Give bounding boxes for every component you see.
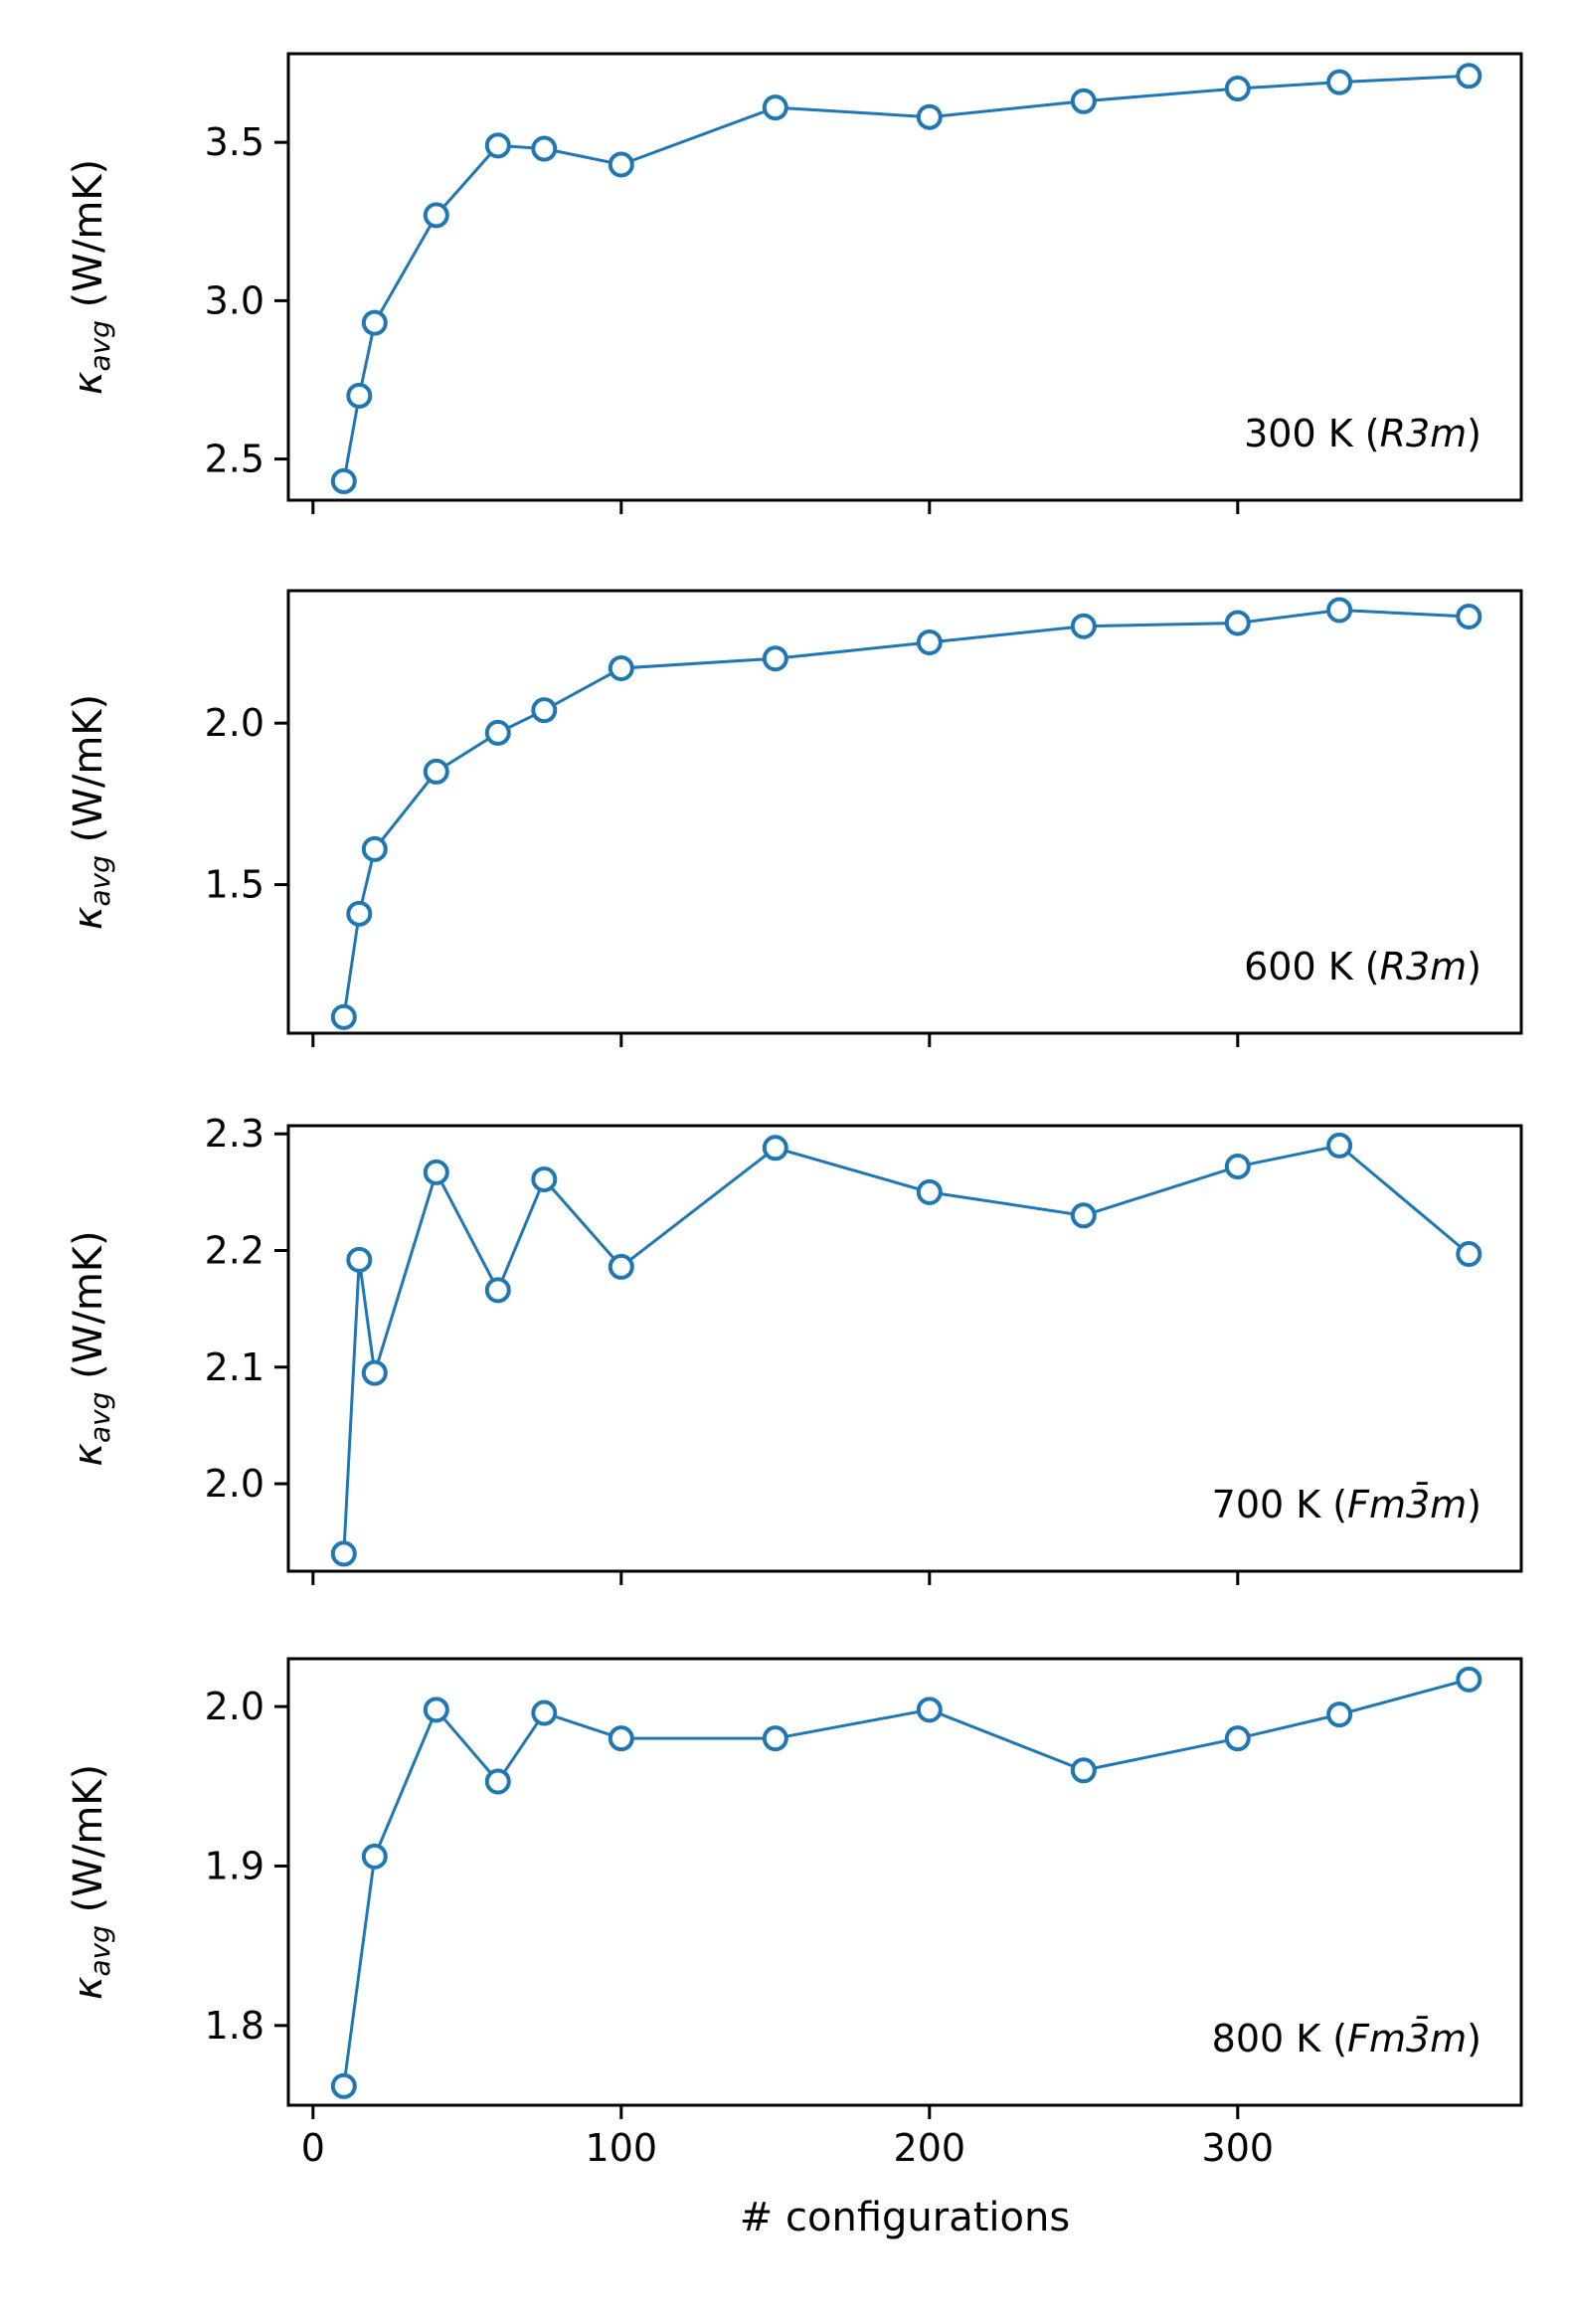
data-point [361,1843,388,1870]
data-point [423,202,449,229]
data-point [608,654,634,681]
y-tick-label: 3.5 [205,120,264,164]
y-axis-label: κavg (W/mK) [66,1764,116,2000]
data-point [1326,1701,1353,1728]
data-point [484,1768,511,1795]
data-point [1224,1154,1251,1180]
panel-label: 300 K (R3m) [1244,412,1482,455]
panel-1: 2.5 3.0 3.5 κavg (W/mK) 300 K (R3m) [66,52,1523,514]
data-point [1224,1725,1251,1752]
data-point [1456,63,1482,89]
data-point [1070,1757,1097,1784]
data-point [1456,1241,1482,1268]
data-point [762,1725,788,1752]
plot-frame [286,589,1523,1035]
series-line [342,1678,1470,2086]
panel-3: 2.0 2.1 2.2 2.3 κavg (W/mK) 700 K (Fm3̄m) [66,1112,1523,1585]
y-tick-label: 2.2 [205,1228,264,1272]
x-tick-label: 300 [1202,2126,1275,2170]
data-point [361,309,388,336]
y-axis-label: κavg (W/mK) [66,1230,116,1466]
y-axis-label: κavg (W/mK) [66,159,116,395]
data-point [531,697,558,724]
data-point [330,1540,357,1567]
data-point [531,135,558,162]
y-tick-label: 2.0 [205,1685,264,1728]
x-axis-label: # configurations [740,2195,1070,2240]
data-point [1224,610,1251,636]
data-point [346,900,373,927]
data-point [762,1135,788,1162]
x-tick-label: 200 [894,2126,966,2170]
data-point [484,719,511,746]
data-point [423,758,449,785]
data-point [361,835,388,862]
data-point [423,1697,449,1723]
data-point [1070,88,1097,114]
data-point [346,382,373,409]
panel-label: 800 K (Fm3̄m) [1212,2017,1482,2060]
y-tick-label: 2.0 [205,1462,264,1506]
plot-frame [286,52,1523,502]
y-tick-label: 2.0 [205,701,264,745]
data-point [916,1697,943,1723]
data-point [1326,597,1353,624]
data-point [916,1178,943,1205]
chart-panels: 2.5 3.0 3.5 κavg (W/mK) 300 K (R3m) 1.5 2.0 κav… [66,52,1523,2170]
data-point [330,2072,357,2099]
data-point [916,628,943,655]
x-tick-label: 0 [301,2126,325,2170]
x-tick-label: 100 [586,2126,658,2170]
y-tick-label: 2.5 [205,438,264,481]
y-tick-label: 1.5 [205,863,264,907]
y-axis-label: κavg (W/mK) [66,694,116,930]
data-point [608,151,634,178]
data-point [608,1725,634,1752]
data-point [484,132,511,159]
data-point [762,94,788,121]
panel-2: 1.5 2.0 κavg (W/mK) 600 K (R3m) [66,589,1523,1047]
data-point [608,1253,634,1280]
data-point [423,1159,449,1185]
y-tick-label: 1.8 [205,2004,264,2048]
data-point [361,1359,388,1386]
y-tick-label: 3.0 [205,278,264,322]
panel-4: 0 100 200 300 1.8 1.9 2.0 κavg (W/mK) 800 K (Fm3… [66,1657,1523,2170]
y-tick-label: 2.1 [205,1345,264,1389]
data-point [1456,1666,1482,1693]
y-tick-label: 1.9 [205,1844,264,1887]
data-point [762,645,788,672]
data-point [531,1699,558,1726]
data-point [330,467,357,494]
plot-frame [286,1657,1523,2107]
data-point [346,1246,373,1273]
data-point [484,1277,511,1304]
panel-label: 600 K (R3m) [1244,945,1482,988]
data-point [330,1003,357,1030]
data-point [1456,603,1482,629]
data-point [1070,613,1097,639]
data-point [1224,76,1251,102]
plot-frame [286,1124,1523,1573]
data-point [1326,1132,1353,1159]
data-point [1070,1202,1097,1229]
data-point [531,1165,558,1192]
data-point [1326,69,1353,95]
data-point [916,103,943,130]
y-tick-label: 2.3 [205,1112,264,1156]
panel-label: 700 K (Fm3̄m) [1212,1483,1482,1526]
